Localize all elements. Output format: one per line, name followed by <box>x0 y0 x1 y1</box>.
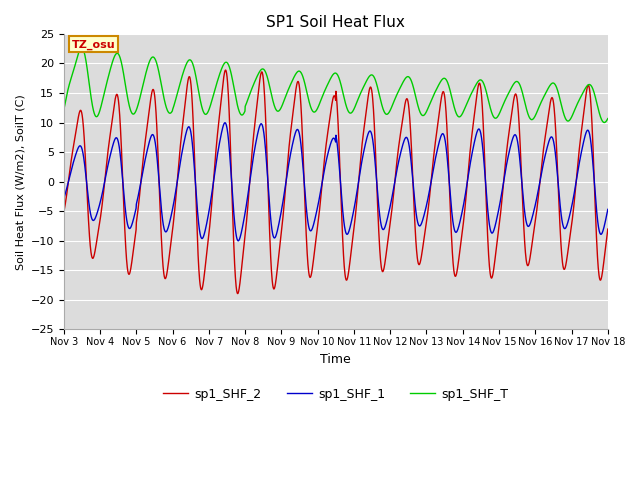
Text: TZ_osu: TZ_osu <box>72 39 116 49</box>
Legend: sp1_SHF_2, sp1_SHF_1, sp1_SHF_T: sp1_SHF_2, sp1_SHF_1, sp1_SHF_T <box>158 383 513 406</box>
sp1_SHF_1 <box>212 165 220 170</box>
sp1_SHF_T <box>78 45 86 51</box>
sp1_SHF_2 <box>352 209 360 215</box>
sp1_SHF_2 <box>604 226 612 232</box>
sp1_SHF_2 <box>572 188 579 194</box>
sp1_SHF_T <box>556 96 564 102</box>
sp1_SHF_2 <box>494 230 502 236</box>
Line: sp1_SHF_2: sp1_SHF_2 <box>64 70 608 294</box>
sp1_SHF_2 <box>221 67 229 73</box>
sp1_SHF_T <box>494 113 502 119</box>
sp1_SHF_1 <box>604 206 612 212</box>
sp1_SHF_2 <box>60 210 68 216</box>
sp1_SHF_2 <box>556 227 564 233</box>
sp1_SHF_2 <box>234 291 241 297</box>
X-axis label: Time: Time <box>321 352 351 366</box>
sp1_SHF_1 <box>352 196 360 202</box>
sp1_SHF_1 <box>572 184 579 190</box>
sp1_SHF_T <box>60 107 68 113</box>
sp1_SHF_1 <box>494 209 502 215</box>
sp1_SHF_1 <box>556 203 564 209</box>
sp1_SHF_T <box>364 76 371 82</box>
Line: sp1_SHF_1: sp1_SHF_1 <box>64 123 608 241</box>
sp1_SHF_1 <box>364 132 371 138</box>
Title: SP1 Soil Heat Flux: SP1 Soil Heat Flux <box>266 15 405 30</box>
sp1_SHF_T <box>604 116 612 121</box>
sp1_SHF_1 <box>221 120 229 126</box>
sp1_SHF_2 <box>212 153 220 159</box>
sp1_SHF_T <box>600 120 608 125</box>
sp1_SHF_T <box>212 84 220 90</box>
sp1_SHF_T <box>572 106 579 112</box>
sp1_SHF_1 <box>60 196 68 202</box>
Line: sp1_SHF_T: sp1_SHF_T <box>64 48 608 122</box>
sp1_SHF_1 <box>234 238 242 244</box>
sp1_SHF_T <box>352 103 360 108</box>
sp1_SHF_2 <box>364 97 371 103</box>
Y-axis label: Soil Heat Flux (W/m2), SoilT (C): Soil Heat Flux (W/m2), SoilT (C) <box>15 94 25 270</box>
